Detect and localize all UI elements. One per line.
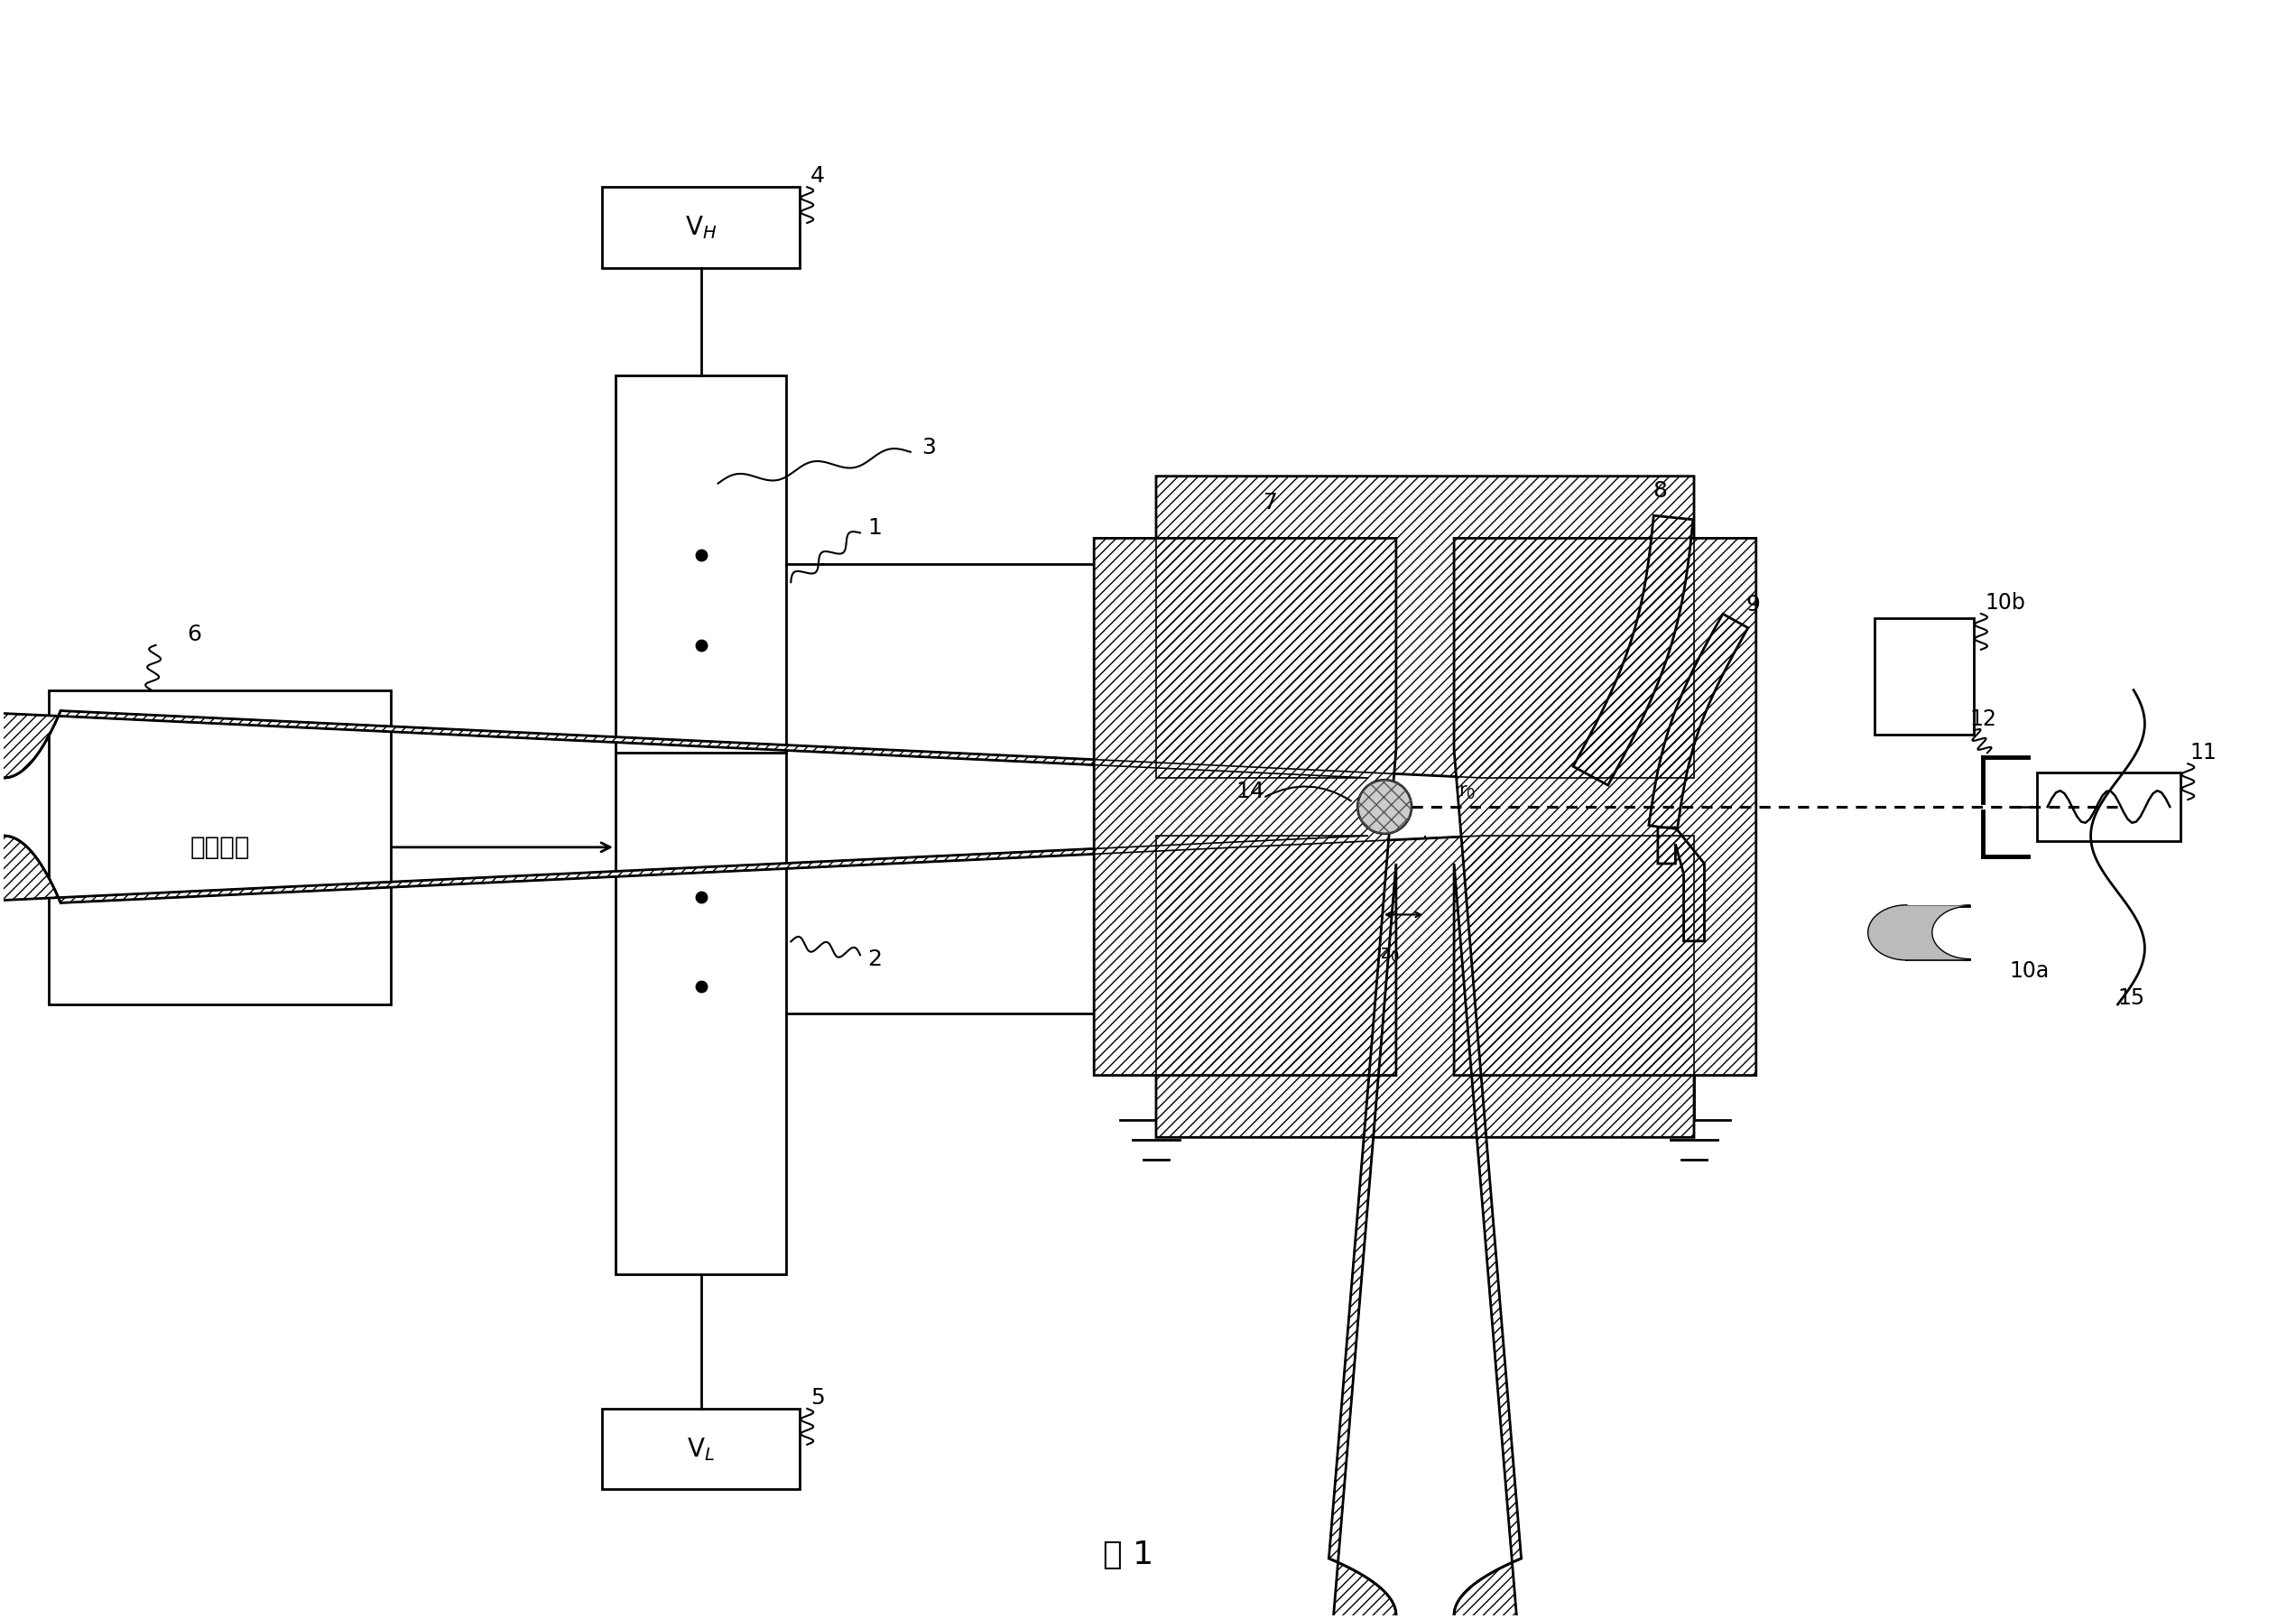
- Bar: [48, 690, 390, 1004]
- Polygon shape: [0, 476, 1694, 777]
- Polygon shape: [1658, 827, 1704, 941]
- Bar: [1876, 618, 1975, 735]
- Text: 14: 14: [1235, 780, 1265, 803]
- Text: 8: 8: [1653, 479, 1667, 502]
- Text: z$_0$: z$_0$: [1380, 945, 1401, 963]
- Text: 6: 6: [188, 623, 202, 644]
- Text: 10b: 10b: [1984, 593, 2025, 614]
- Text: V$_{H}$: V$_{H}$: [684, 214, 716, 241]
- Bar: [602, 1409, 799, 1489]
- Text: r$_0$: r$_0$: [1458, 784, 1476, 801]
- Polygon shape: [1649, 614, 1747, 829]
- Polygon shape: [1368, 777, 1481, 835]
- Text: V$_{L}$: V$_{L}$: [687, 1436, 714, 1462]
- Text: 10a: 10a: [2009, 960, 2050, 983]
- Polygon shape: [1573, 515, 1692, 785]
- Text: 9: 9: [1745, 594, 1761, 615]
- Text: 图 1: 图 1: [1102, 1540, 1153, 1570]
- Circle shape: [1357, 780, 1412, 834]
- Text: 7: 7: [1263, 492, 1277, 513]
- Text: 3: 3: [921, 437, 937, 458]
- Polygon shape: [1093, 538, 1396, 1619]
- Polygon shape: [1453, 538, 1756, 1619]
- Text: 11: 11: [2190, 742, 2216, 764]
- Text: 12: 12: [1970, 709, 1995, 730]
- Bar: [602, 188, 799, 267]
- Polygon shape: [0, 835, 1694, 1138]
- Text: 数字控制: 数字控制: [191, 834, 250, 860]
- Bar: [615, 376, 785, 1274]
- Text: 1: 1: [868, 518, 882, 539]
- Text: 5: 5: [810, 1387, 824, 1409]
- Bar: [2037, 772, 2181, 840]
- Text: 2: 2: [868, 949, 882, 970]
- Text: 15: 15: [2117, 988, 2144, 1009]
- Polygon shape: [1869, 905, 1970, 960]
- Text: 4: 4: [810, 165, 824, 188]
